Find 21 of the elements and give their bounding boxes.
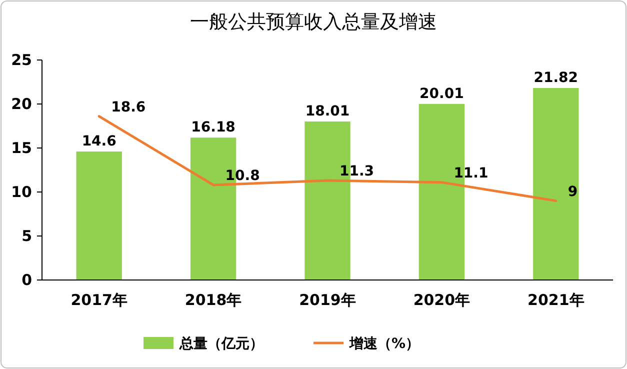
- y-tick-label: 5: [22, 227, 32, 245]
- y-tick-label: 0: [22, 271, 32, 289]
- y-tick-label: 25: [11, 51, 32, 69]
- x-tick-label: 2017年: [70, 291, 128, 309]
- legend-label: 总量（亿元）: [178, 336, 264, 352]
- y-tick-label: 10: [11, 183, 32, 201]
- data-label: 21.82: [534, 70, 578, 86]
- y-tick-label: 15: [11, 139, 32, 157]
- data-label: 14.6: [82, 134, 116, 150]
- data-label: 20.01: [420, 86, 464, 102]
- data-label: 18.01: [305, 104, 350, 120]
- data-label: 16.18: [191, 120, 236, 136]
- chart-title: 一般公共预算收入总量及增速: [190, 11, 437, 33]
- legend-label: 增速（%）: [348, 336, 420, 352]
- x-tick-label: 2018年: [184, 291, 242, 309]
- data-label: 9: [568, 184, 578, 200]
- x-tick-label: 2020年: [413, 291, 470, 309]
- data-label: 18.6: [111, 99, 146, 116]
- y-tick-label: 20: [11, 95, 32, 113]
- x-tick-label: 2019年: [299, 291, 356, 309]
- x-tick-label: 2021年: [528, 291, 584, 309]
